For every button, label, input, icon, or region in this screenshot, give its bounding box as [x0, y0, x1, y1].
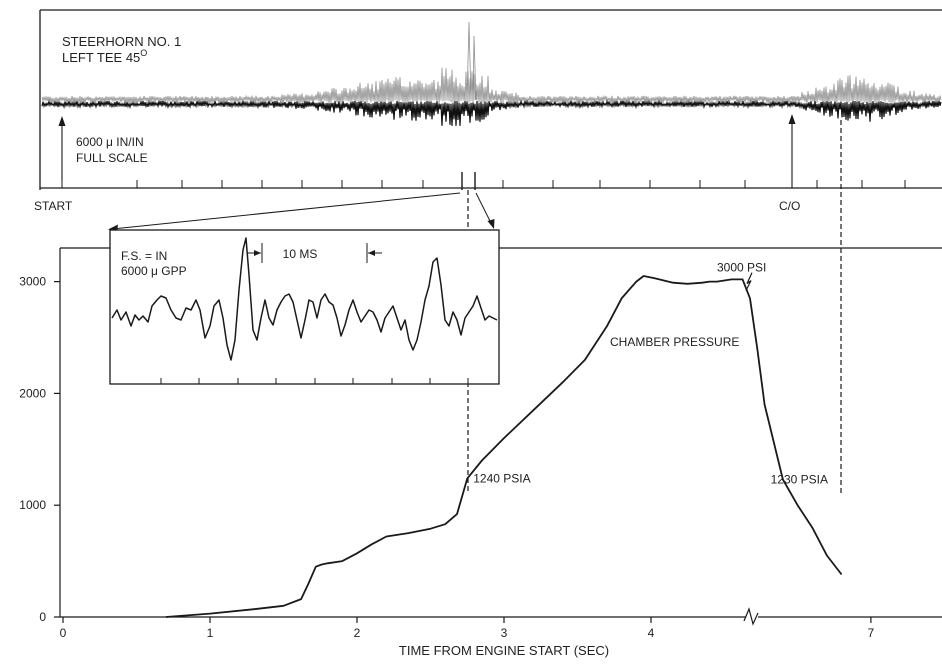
inset-gpp-label: 6000 μ GPP [121, 264, 187, 278]
zoom-connector-right-head [487, 219, 495, 229]
curve-break-mark [745, 272, 753, 291]
annotation-label: CHAMBER PRESSURE [610, 335, 739, 349]
cutoff-arrowhead [788, 114, 796, 124]
annotation-label: 1240 PSIA [473, 471, 530, 485]
strain-panel: STEERHORN NO. 1 LEFT TEE 45O 6000 μ IN/I… [34, 9, 942, 213]
x-tick-label: 3 [501, 626, 508, 640]
x-tick-label: 4 [648, 626, 655, 640]
strain-trace-upper [41, 21, 942, 105]
y-tick-label: 0 [39, 610, 46, 624]
chamber-pressure-line [165, 275, 843, 618]
time-marker-ticks [61, 180, 906, 188]
inset-panel: F.S. = IN 6000 μ GPP 10 MS [109, 229, 500, 385]
full-scale-value: 6000 μ IN/IN [76, 135, 144, 149]
inset-time-ticks [160, 378, 469, 384]
gauge-title: STEERHORN NO. 1 [62, 34, 181, 49]
x-tick-label: 2 [354, 626, 361, 640]
x-tick-label: 1 [207, 626, 214, 640]
full-scale-label: FULL SCALE [76, 151, 148, 165]
annotation-label: 1230 PSIA [771, 472, 828, 486]
interval-left-arrowhead [254, 250, 261, 256]
y-axis-ticks: 0 1000 2000 3000 [19, 275, 60, 624]
zoom-connector-left [111, 192, 461, 230]
x-axis-label: TIME FROM ENGINE START (SEC) [399, 643, 609, 658]
y-tick-label: 2000 [19, 386, 46, 400]
chart-annotations: 1240 PSIA 3000 PSI 1230 PSIA CHAMBER PRESSU… [473, 260, 828, 486]
y-tick-label: 1000 [19, 498, 46, 512]
interval-label: 10 MS [283, 247, 318, 261]
pressure-chart: 0 1000 2000 3000 0 1 2 3 4 7 TIME FROM ENGINE ST… [19, 120, 942, 658]
inset-frame [109, 229, 500, 385]
inset-strain-trace [111, 237, 498, 361]
y-tick-label: 3000 [19, 275, 46, 289]
x-tick-label: 0 [60, 626, 67, 640]
start-arrowhead [58, 116, 66, 126]
strain-trace [41, 99, 942, 126]
inset-fs-label: F.S. = IN [121, 249, 167, 263]
start-label: START [34, 199, 73, 213]
axis-break-mark [743, 607, 759, 626]
zoom-connector-right [475, 192, 493, 226]
interval-right-arrowhead [368, 250, 375, 256]
gauge-location: LEFT TEE 45O [62, 48, 147, 65]
cutoff-label: C/O [779, 199, 800, 213]
x-axis-ticks: 0 1 2 3 4 7 [60, 617, 875, 640]
x-tick-label: 7 [868, 626, 875, 640]
annotation-label: 3000 PSI [717, 260, 766, 274]
